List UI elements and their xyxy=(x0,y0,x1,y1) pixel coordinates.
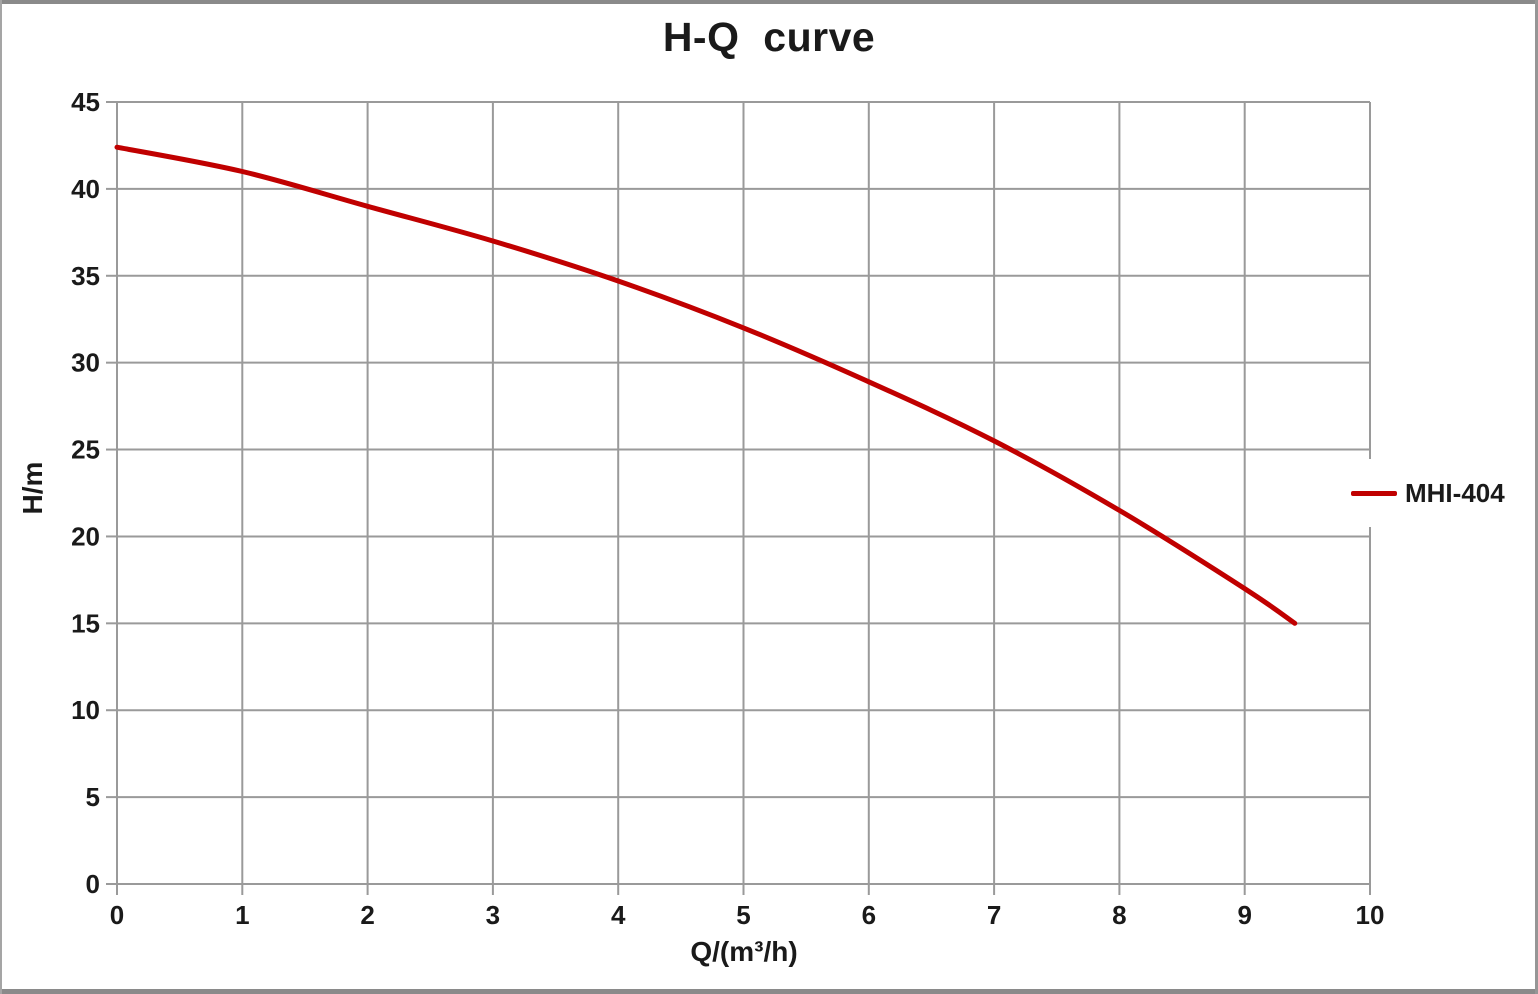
frame-right-edge xyxy=(1535,0,1538,994)
x-tick-label: 3 xyxy=(486,900,500,930)
axis-ticks xyxy=(106,101,1371,895)
y-tick-label: 15 xyxy=(71,608,100,638)
x-tick-label: 1 xyxy=(235,900,249,930)
x-tick-label: 2 xyxy=(360,900,374,930)
frame-bottom-edge xyxy=(0,989,1538,994)
x-tick-label: 7 xyxy=(987,900,1001,930)
y-axis-title: H/m xyxy=(17,461,48,515)
y-tick-label: 45 xyxy=(71,87,100,117)
chart-title: H-Q curve xyxy=(662,14,876,60)
x-tick-label: 10 xyxy=(1356,900,1385,930)
x-tick-label: 4 xyxy=(611,900,626,930)
x-tick-label: 9 xyxy=(1237,900,1251,930)
x-tick-label: 5 xyxy=(736,900,750,930)
legend-series-label: MHI-404 xyxy=(1405,477,1505,508)
y-tick-label: 10 xyxy=(71,695,100,725)
frame-top-edge xyxy=(0,0,1538,4)
gridlines xyxy=(116,101,1371,885)
y-tick-label: 40 xyxy=(71,174,100,204)
x-axis-title: Q/(m³/h) xyxy=(690,936,798,967)
x-tick-label: 0 xyxy=(110,900,124,930)
y-tick-label: 35 xyxy=(71,261,100,291)
y-tick-label: 20 xyxy=(71,521,100,551)
legend: MHI-404 xyxy=(1344,459,1526,527)
y-tick-label: 30 xyxy=(71,348,100,378)
x-tick-label: 6 xyxy=(862,900,876,930)
x-tick-label: 8 xyxy=(1112,900,1126,930)
y-tick-label: 0 xyxy=(86,869,100,899)
legend-line-swatch xyxy=(1351,490,1397,496)
y-tick-label: 25 xyxy=(71,435,100,465)
y-tick-label: 5 xyxy=(86,782,100,812)
frame-left-edge xyxy=(0,0,2,994)
series-curve xyxy=(114,144,1298,626)
